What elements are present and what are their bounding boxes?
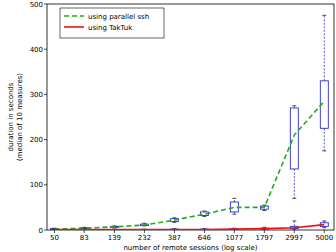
series-line	[54, 225, 324, 230]
legend-swatch	[64, 26, 84, 28]
y-tick-label: 300	[30, 91, 43, 99]
whisker-cap	[262, 227, 266, 228]
x-tick	[264, 230, 265, 233]
whisker-cap	[322, 15, 326, 16]
x-tick	[54, 230, 55, 233]
y-tick	[44, 139, 47, 140]
x-tick-label: 83	[80, 234, 89, 242]
whisker-high	[234, 198, 235, 202]
whisker-cap	[292, 220, 296, 221]
legend-swatch	[64, 15, 84, 17]
whisker-cap	[322, 227, 326, 228]
x-tick-label: 5000	[315, 234, 333, 242]
plot-marks	[50, 15, 328, 230]
x-tick	[294, 230, 295, 233]
y-axis-label: duration in seconds	[7, 82, 15, 151]
whisker-cap	[322, 220, 326, 221]
whisker-cap	[292, 198, 296, 199]
whisker-cap	[232, 214, 236, 215]
y-axis-label: (median of 10 measures)	[16, 73, 24, 161]
y-tick-label: 200	[30, 136, 43, 144]
x-tick-label: 1797	[255, 234, 273, 242]
y-tick	[44, 94, 47, 95]
whisker-cap	[202, 216, 206, 217]
x-tick	[324, 230, 325, 233]
x-tick-label: 2997	[285, 234, 303, 242]
x-tick-label: 1077	[225, 234, 243, 242]
plot-frame	[47, 4, 334, 230]
legend-label: using TakTuk	[88, 24, 133, 32]
box	[290, 108, 298, 169]
whisker-high	[324, 15, 325, 81]
x-tick-label: 646	[198, 234, 212, 242]
whisker-low	[294, 169, 295, 198]
x-tick	[204, 230, 205, 233]
whisker-cap	[262, 210, 266, 211]
y-tick-label: 100	[30, 181, 43, 189]
x-tick-label: 50	[50, 234, 59, 242]
y-tick-label: 400	[30, 46, 43, 54]
chart: 0 100 200 300 400 500 50 83 139 232 387 646 1077 1797…	[0, 0, 336, 252]
whisker-cap	[172, 217, 176, 218]
x-tick	[144, 230, 145, 233]
x-tick	[114, 230, 115, 233]
legend-frame	[60, 8, 164, 38]
whisker-cap	[202, 211, 206, 212]
y-tick-label: 0	[39, 227, 43, 235]
whisker-cap	[262, 205, 266, 206]
x-tick	[84, 230, 85, 233]
whisker-cap	[232, 198, 236, 199]
y-tick	[44, 184, 47, 185]
series-line	[54, 101, 324, 229]
legend-label: using parallel ssh	[88, 13, 149, 21]
x-tick	[234, 230, 235, 233]
x-tick-label: 232	[138, 234, 151, 242]
whisker-cap	[292, 105, 296, 106]
x-axis-label: number of remote sessions (log scale)	[123, 244, 257, 252]
whisker-low	[324, 128, 325, 151]
x-tick	[174, 230, 175, 233]
y-tick	[44, 4, 47, 5]
x-tick-label: 139	[108, 234, 121, 242]
y-tick-label: 500	[30, 1, 43, 9]
whisker-cap	[172, 222, 176, 223]
whisker-high	[294, 221, 295, 226]
whisker-cap	[142, 223, 146, 224]
legend: using parallel ssh using TakTuk	[60, 8, 164, 38]
x-tick-label: 387	[168, 234, 181, 242]
y-tick	[44, 49, 47, 50]
whisker-cap	[322, 150, 326, 151]
y-tick	[44, 230, 47, 231]
